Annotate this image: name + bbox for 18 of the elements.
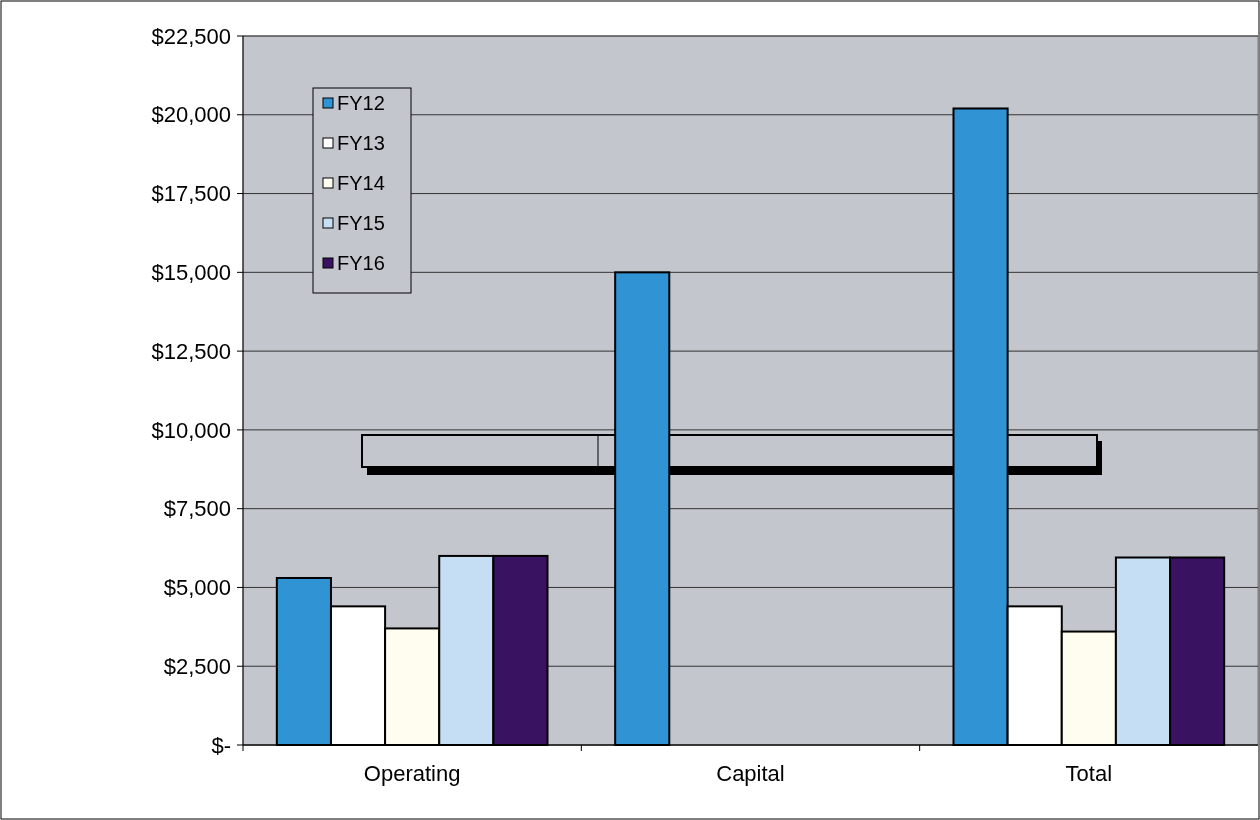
- y-tick-label: $20,000: [151, 102, 231, 128]
- x-tick-label: Total: [1065, 761, 1113, 786]
- y-tick-label: $17,500: [151, 181, 231, 207]
- y-tick-label: $-: [211, 732, 231, 758]
- y-tick-label: $22,500: [151, 23, 231, 49]
- legend-label: FY14: [337, 172, 385, 194]
- y-tick-label: $5,000: [163, 575, 231, 601]
- y-tick-label: $7,500: [163, 496, 231, 522]
- y-tick-label: $12,500: [151, 338, 231, 364]
- legend-label: FY16: [337, 252, 385, 274]
- legend-label: FY15: [337, 212, 385, 234]
- y-tick-label: $10,000: [151, 417, 231, 443]
- x-tick-label: Capital: [716, 761, 785, 786]
- y-tick-label: $2,500: [163, 653, 231, 679]
- y-tick-label: $15,000: [151, 260, 231, 286]
- legend-label: FY13: [337, 132, 385, 154]
- x-tick-label: Operating: [363, 761, 461, 786]
- legend-label: FY12: [337, 92, 385, 114]
